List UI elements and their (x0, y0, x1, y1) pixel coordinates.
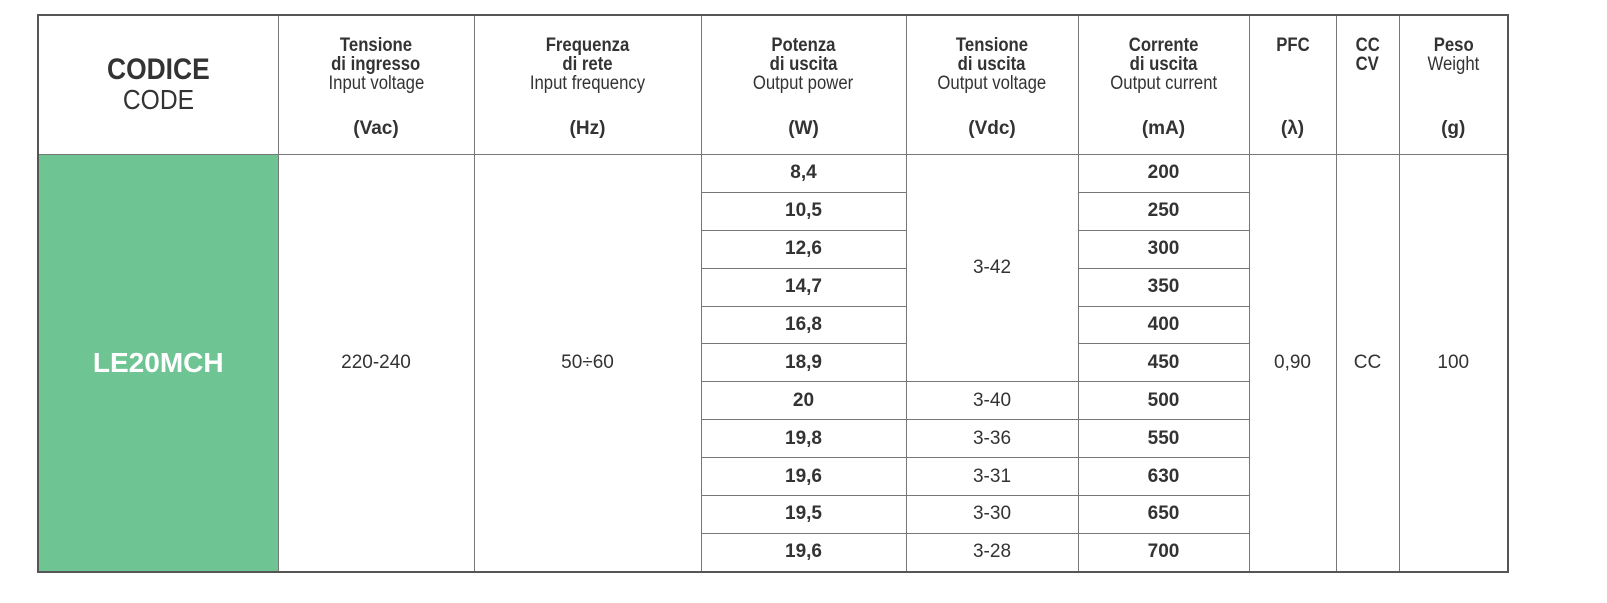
header-subtitle: Output voltage (937, 73, 1047, 94)
header-title: Tensione (955, 35, 1029, 56)
header-cell: CC CV (1335, 14, 1400, 155)
output-current-cell: 650 (1077, 495, 1250, 534)
output-power-cell: 10,5 (700, 191, 907, 231)
header-subtitle: Weight (1427, 54, 1480, 75)
header-content: Corrente di uscita Output current (mA) (1079, 24, 1249, 146)
cc-cv-cell: CC (1335, 153, 1400, 573)
data-row: 19,5 3-30 650 (38, 495, 1508, 534)
header-subtitle: Input voltage (328, 73, 424, 94)
header-title: Corrente (1128, 35, 1199, 56)
header-row: CODICE CODE Tensione di ingresso Input volta… (37, 14, 1509, 155)
header-title: CODICE (106, 53, 210, 86)
data-row: 19,8 3-36 550 (38, 419, 1508, 459)
data-row: 19,6 3-28 700 (38, 532, 1508, 573)
header-title: di ingresso (331, 54, 421, 75)
header-cell: Potenza di uscita Output power (W) (700, 14, 907, 155)
output-power-cell: 19,5 (700, 495, 907, 534)
output-voltage-cell: 3-40 (905, 381, 1079, 421)
header-title: PFC (1275, 35, 1310, 56)
header-subtitle: CODE (122, 84, 194, 115)
data-row: 20 3-40 500 (38, 381, 1508, 421)
output-current-cell: 700 (1077, 532, 1250, 573)
data-row: 19,6 3-31 630 (38, 457, 1508, 497)
data-row: 18,9 450 (38, 343, 1508, 383)
output-power-cell: 19,6 (700, 457, 907, 497)
header-title: CV (1355, 54, 1380, 75)
header-content: Potenza di uscita Output power (W) (702, 24, 906, 146)
output-power-cell: 18,9 (700, 343, 907, 383)
header-subtitle: Output current (1110, 73, 1217, 94)
output-current-cell: 500 (1077, 381, 1250, 421)
data-row: 12,6 300 (38, 229, 1508, 269)
output-current-cell: 550 (1077, 419, 1250, 459)
header-content: Tensione di uscita Output voltage (Vdc) (907, 24, 1078, 146)
header-unit: (mA) (1141, 118, 1186, 139)
output-current-cell: 300 (1077, 229, 1250, 269)
output-current-cell: 350 (1077, 267, 1250, 307)
header-title: Peso (1433, 35, 1474, 56)
header-unit: (g) (1441, 118, 1466, 139)
pfc-cell: 0,90 (1248, 153, 1337, 573)
header-subtitle: Input frequency (529, 73, 646, 94)
output-voltage-cell: 3-31 (905, 457, 1079, 497)
input-voltage-cell: 220-240 (277, 153, 475, 573)
header-content: PFC (λ) (1250, 24, 1336, 146)
header-unit: (λ) (1280, 118, 1305, 139)
data-row: 16,8 400 (38, 305, 1508, 345)
header-cell: PFC (λ) (1248, 14, 1337, 155)
header-title: Tensione (339, 35, 413, 56)
output-current-cell: 630 (1077, 457, 1250, 497)
header-title: Potenza (771, 35, 836, 56)
header-unit: (Hz) (569, 118, 606, 139)
header-unit: (Vdc) (968, 118, 1016, 139)
header-title: CC (1355, 35, 1380, 56)
output-voltage-cell: 3-36 (905, 419, 1079, 459)
header-title: Frequenza (545, 35, 630, 56)
header-content: CC CV (1337, 24, 1399, 146)
input-frequency-cell: 50÷60 (473, 153, 702, 573)
header-cell: Tensione di ingresso Input voltage (Vac) (277, 14, 475, 155)
data-row: 14,7 350 (38, 267, 1508, 307)
output-power-cell: 8,4 (700, 154, 907, 193)
output-power-cell: 12,6 (700, 229, 907, 269)
weight-cell: 100 (1398, 153, 1509, 573)
header-title: di rete (562, 54, 613, 75)
output-power-cell: 16,8 (700, 305, 907, 345)
data-row: 10,5 250 (38, 191, 1508, 231)
header-title: di uscita (769, 54, 838, 75)
spec-table: CODICE CODE Tensione di ingresso Input volta… (37, 14, 1509, 573)
header-content: CODICE CODE (39, 24, 278, 146)
output-current-cell: 450 (1077, 343, 1250, 383)
code-cell: LE20MCH (37, 153, 279, 573)
output-power-cell: 19,8 (700, 419, 907, 459)
data-row: LE20MCH 220-240 50÷60 8,4 3-42 200 0,90 CC 100 (37, 153, 1509, 573)
header-cell: Frequenza di rete Input frequency (Hz) (473, 14, 702, 155)
output-power-cell: 20 (700, 381, 907, 421)
output-power-cell: 19,6 (700, 532, 907, 573)
header-cell: CODICE CODE (37, 14, 279, 155)
header-content: Peso Weight (g) (1400, 24, 1508, 146)
header-content: Frequenza di rete Input frequency (Hz) (475, 24, 701, 146)
header-unit: (Vac) (353, 118, 399, 139)
output-current-cell: 250 (1077, 191, 1250, 231)
header-content: Tensione di ingresso Input voltage (Vac) (279, 24, 474, 146)
header-unit: (W) (788, 118, 819, 139)
output-voltage-cell: 3-42 (905, 153, 1079, 383)
output-power-cell: 14,7 (700, 267, 907, 307)
header-cell: Tensione di uscita Output voltage (Vdc) (905, 14, 1079, 155)
header-subtitle: Output power (753, 73, 854, 94)
output-current-cell: 400 (1077, 305, 1250, 345)
output-voltage-cell: 3-28 (905, 532, 1079, 573)
header-title: di uscita (1129, 54, 1198, 75)
header-cell: Peso Weight (g) (1398, 14, 1509, 155)
output-voltage-cell: 3-30 (905, 495, 1079, 534)
header-title: di uscita (958, 54, 1026, 75)
header-cell: Corrente di uscita Output current (mA) (1077, 14, 1250, 155)
output-current-cell: 200 (1077, 154, 1250, 193)
